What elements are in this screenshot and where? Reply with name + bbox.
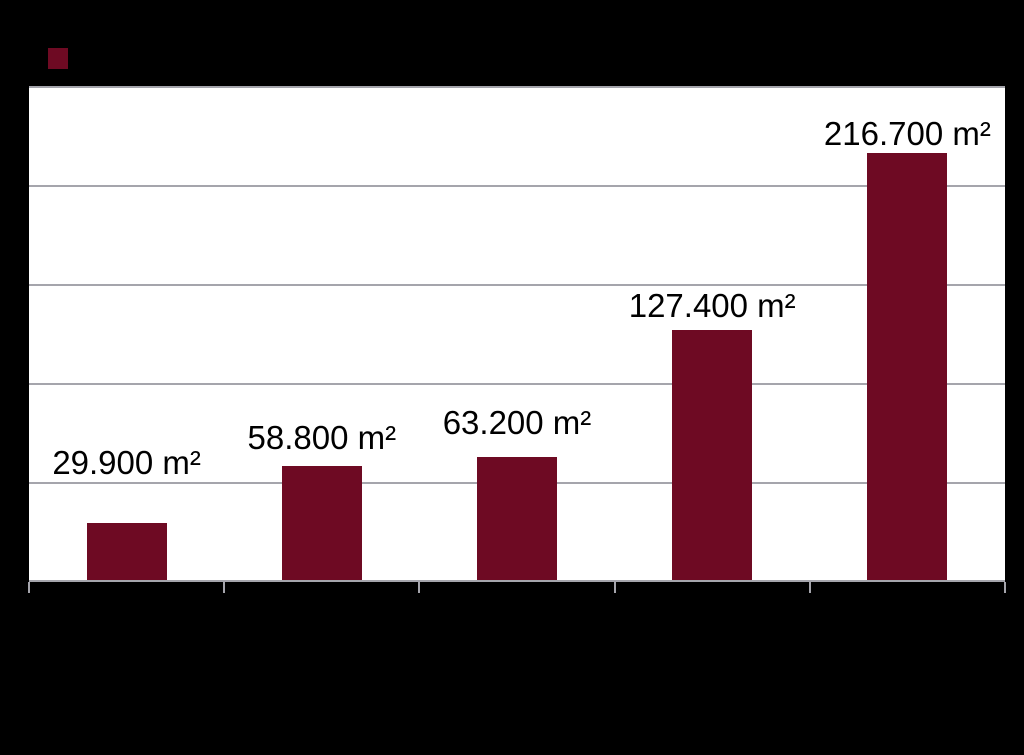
- bar-5: [867, 152, 948, 582]
- gridline-150000: [29, 284, 1005, 286]
- data-label-4: 127.400 m²: [628, 286, 796, 324]
- x-tick-5: [1004, 582, 1006, 593]
- x-tick-2: [418, 582, 421, 593]
- x-tick-4: [808, 582, 811, 593]
- data-label-5: 216.700 m²: [823, 114, 991, 152]
- x-axis-line: [29, 580, 1005, 582]
- data-label-1: 29.900 m²: [52, 443, 201, 481]
- data-label-3: 63.200 m²: [442, 403, 592, 441]
- gridline-200000: [29, 185, 1005, 187]
- x-tick-0: [28, 582, 30, 593]
- legend-swatch: [48, 48, 68, 69]
- gridline-100000: [29, 383, 1005, 385]
- x-tick-3: [613, 582, 616, 593]
- data-label-2: 58.800 m²: [247, 418, 397, 456]
- bar-4: [672, 329, 753, 582]
- x-tick-1: [223, 582, 226, 593]
- bar-3: [477, 456, 557, 582]
- bar-1: [86, 522, 167, 582]
- bar-2: [281, 465, 362, 582]
